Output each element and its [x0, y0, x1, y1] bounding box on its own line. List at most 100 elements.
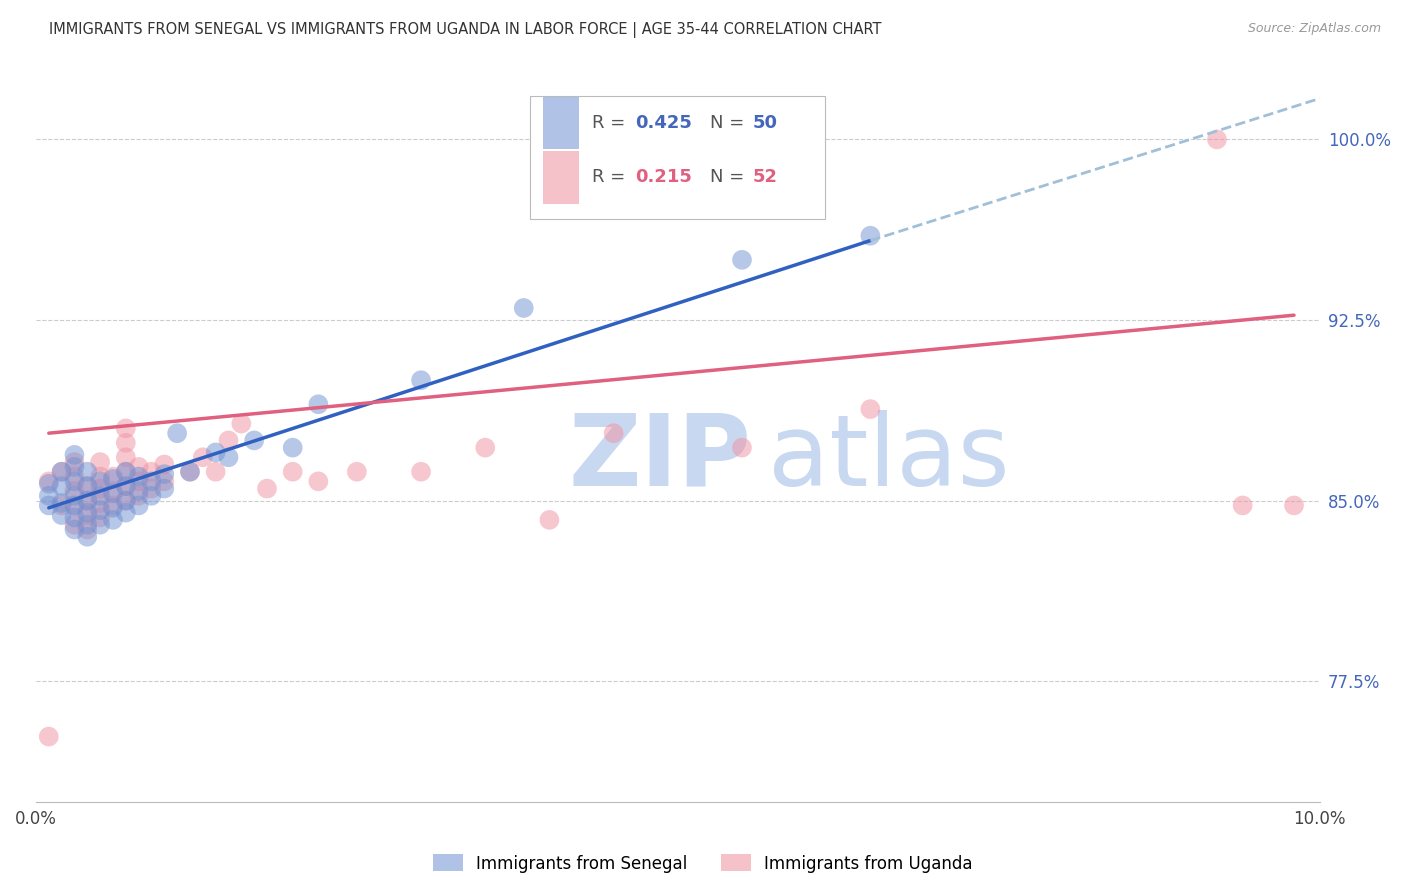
Point — [1206, 132, 1229, 146]
Point — [141, 465, 163, 479]
Point — [101, 500, 124, 515]
Point — [38, 476, 60, 491]
Point — [179, 465, 201, 479]
Point — [63, 499, 86, 513]
Point — [218, 450, 240, 465]
Legend: Immigrants from Senegal, Immigrants from Uganda: Immigrants from Senegal, Immigrants from… — [426, 847, 980, 880]
Point — [51, 508, 73, 522]
Point — [89, 455, 111, 469]
Point — [114, 450, 136, 465]
Point — [153, 458, 176, 472]
Point — [141, 489, 163, 503]
Point — [63, 483, 86, 498]
Point — [63, 475, 86, 489]
Point — [128, 459, 150, 474]
Point — [191, 450, 214, 465]
Point — [89, 496, 111, 510]
Text: ZIP: ZIP — [568, 409, 752, 507]
Point — [101, 472, 124, 486]
Point — [256, 482, 278, 496]
Point — [76, 479, 98, 493]
Point — [63, 499, 86, 513]
Point — [859, 402, 882, 417]
Point — [63, 523, 86, 537]
Point — [281, 441, 304, 455]
Point — [38, 489, 60, 503]
FancyBboxPatch shape — [530, 96, 825, 219]
Point — [76, 517, 98, 532]
Text: 0.215: 0.215 — [636, 169, 692, 186]
Point — [243, 434, 266, 448]
Point — [51, 465, 73, 479]
Point — [128, 475, 150, 489]
Point — [1282, 499, 1305, 513]
Point — [114, 435, 136, 450]
Point — [89, 469, 111, 483]
Point — [128, 499, 150, 513]
Point — [128, 469, 150, 483]
Text: atlas: atlas — [768, 409, 1010, 507]
Point — [204, 465, 226, 479]
Point — [859, 228, 882, 243]
Point — [166, 426, 188, 441]
Text: R =: R = — [592, 114, 631, 132]
Text: R =: R = — [592, 169, 631, 186]
Point — [409, 373, 432, 387]
Point — [101, 483, 124, 498]
Point — [153, 467, 176, 482]
Text: N =: N = — [710, 169, 749, 186]
Point — [89, 510, 111, 524]
Point — [474, 441, 496, 455]
Point — [38, 730, 60, 744]
Point — [63, 455, 86, 469]
Point — [602, 426, 624, 441]
Point — [63, 459, 86, 474]
Point — [89, 489, 111, 503]
Point — [114, 479, 136, 493]
Point — [51, 479, 73, 493]
Point — [89, 517, 111, 532]
Point — [51, 465, 73, 479]
Point — [153, 475, 176, 489]
Point — [218, 434, 240, 448]
Point — [101, 513, 124, 527]
Point — [76, 508, 98, 522]
Point — [114, 479, 136, 493]
Point — [76, 493, 98, 508]
Bar — [543, 152, 579, 203]
Point — [204, 445, 226, 459]
Point — [114, 421, 136, 435]
Point — [89, 475, 111, 489]
Point — [38, 499, 60, 513]
Point — [153, 482, 176, 496]
Point — [281, 465, 304, 479]
Point — [89, 482, 111, 496]
Point — [114, 493, 136, 508]
Point — [114, 493, 136, 508]
Point — [179, 465, 201, 479]
Point — [307, 475, 329, 489]
Point — [731, 252, 754, 267]
Point — [76, 493, 98, 508]
Point — [141, 482, 163, 496]
Text: N =: N = — [710, 114, 749, 132]
Point — [76, 530, 98, 544]
Point — [231, 417, 253, 431]
Point — [51, 499, 73, 513]
Text: Source: ZipAtlas.com: Source: ZipAtlas.com — [1247, 22, 1381, 36]
Point — [141, 475, 163, 489]
Bar — [543, 97, 579, 149]
Text: 50: 50 — [752, 114, 778, 132]
Text: IMMIGRANTS FROM SENEGAL VS IMMIGRANTS FROM UGANDA IN LABOR FORCE | AGE 35-44 COR: IMMIGRANTS FROM SENEGAL VS IMMIGRANTS FR… — [49, 22, 882, 38]
Point — [63, 510, 86, 524]
Point — [101, 469, 124, 483]
Point — [63, 517, 86, 532]
Point — [409, 465, 432, 479]
Point — [76, 465, 98, 479]
Point — [38, 475, 60, 489]
Point — [538, 513, 561, 527]
Text: 52: 52 — [752, 169, 778, 186]
Point — [63, 469, 86, 483]
Point — [101, 486, 124, 500]
Point — [731, 441, 754, 455]
